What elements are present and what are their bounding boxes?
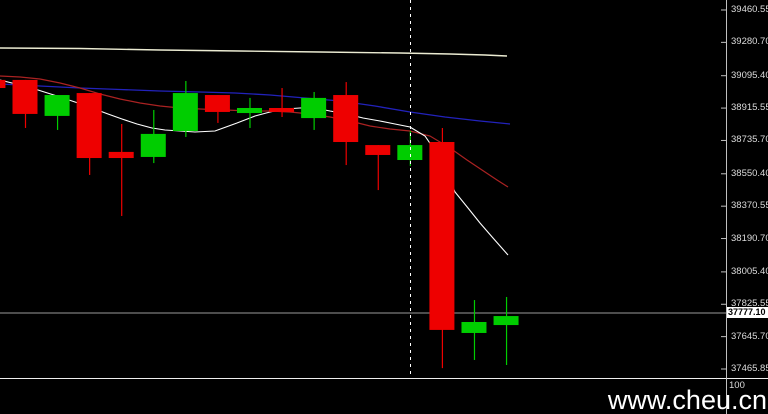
current-price-tag: 37777.10 <box>727 307 768 319</box>
line-upper-band <box>0 47 508 57</box>
candle-body-down <box>0 79 6 89</box>
indicator-scale-label: 100 <box>729 380 745 391</box>
candle-body-down <box>365 145 391 155</box>
candle-body-down <box>333 95 359 143</box>
candle-body-up <box>397 145 423 161</box>
candle-body-up <box>236 107 262 114</box>
candle-body-down <box>12 79 38 114</box>
line-ma-blue <box>0 83 511 125</box>
candle-body-up <box>44 95 70 116</box>
candle-body-down <box>76 93 102 159</box>
candle-body-up <box>461 321 487 333</box>
candle-body-up <box>140 133 166 157</box>
candle-body-up <box>301 97 327 119</box>
candle-body-down <box>429 142 455 330</box>
candle-body-down <box>204 95 230 112</box>
candle-body-down <box>108 151 134 159</box>
candle-body-down <box>269 107 295 112</box>
candle-body-up <box>172 93 198 132</box>
watermark-text: www.cheu.cn <box>607 385 767 414</box>
candle-body-up <box>493 316 519 326</box>
